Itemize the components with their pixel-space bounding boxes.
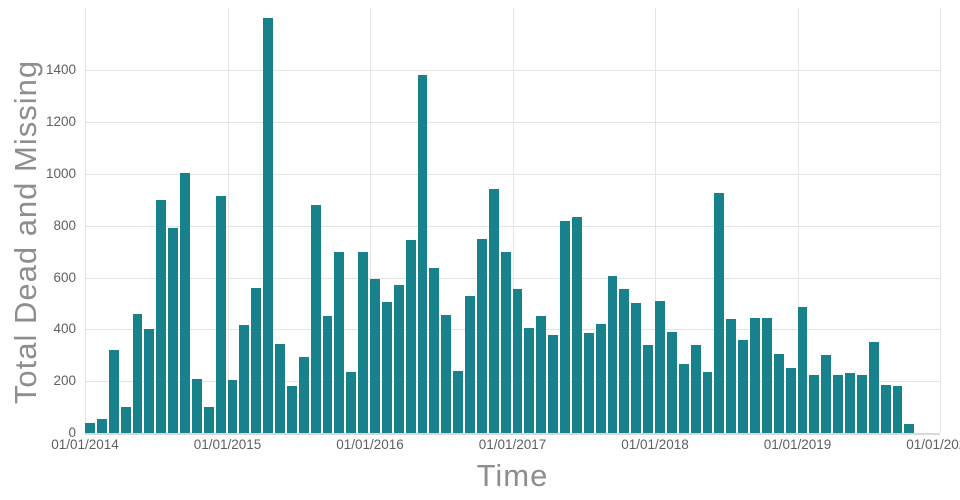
bar[interactable]	[132, 313, 143, 433]
bar[interactable]	[500, 251, 511, 433]
bar[interactable]	[393, 285, 404, 433]
bar[interactable]	[571, 216, 582, 433]
bar[interactable]	[298, 356, 309, 433]
bar[interactable]	[168, 228, 178, 433]
x-tick-label: 01/01/2020	[906, 437, 960, 452]
bar[interactable]	[726, 318, 737, 433]
x-tick-label: 01/01/2017	[478, 437, 547, 452]
bar[interactable]	[797, 307, 808, 433]
plot-area[interactable]	[85, 8, 941, 435]
bar[interactable]	[833, 374, 843, 433]
y-tick-label: 1400	[45, 62, 76, 78]
bar[interactable]	[334, 251, 345, 433]
y-tick-label: 200	[53, 373, 76, 389]
y-tick-label: 0	[68, 425, 76, 440]
bar[interactable]	[821, 355, 832, 433]
gridline	[227, 8, 229, 433]
bar[interactable]	[370, 278, 380, 433]
bar[interactable]	[607, 276, 618, 433]
bar[interactable]	[714, 193, 725, 433]
bar[interactable]	[643, 344, 653, 433]
bar[interactable]	[904, 423, 915, 433]
bar[interactable]	[156, 199, 167, 433]
gridline	[85, 8, 86, 433]
x-tick-label: 01/01/2016	[336, 437, 404, 452]
bar[interactable]	[85, 422, 95, 433]
bar[interactable]	[441, 315, 452, 433]
bar[interactable]	[880, 385, 891, 433]
bar[interactable]	[108, 350, 119, 433]
bar[interactable]	[263, 18, 273, 433]
gridline	[370, 8, 371, 433]
bar[interactable]	[690, 344, 701, 433]
bar[interactable]	[583, 333, 594, 433]
x-tick-label: 01/01/2019	[763, 437, 832, 452]
bar[interactable]	[417, 75, 428, 433]
gridline	[797, 8, 799, 433]
bar[interactable]	[738, 339, 748, 433]
bar[interactable]	[809, 374, 820, 433]
y-tick-label: 600	[53, 269, 76, 285]
bar[interactable]	[845, 373, 855, 433]
bar[interactable]	[191, 378, 202, 433]
bar[interactable]	[761, 317, 772, 433]
bar[interactable]	[536, 316, 547, 433]
bar[interactable]	[465, 295, 475, 433]
bar[interactable]	[322, 316, 333, 433]
bar[interactable]	[868, 342, 879, 433]
bar[interactable]	[144, 329, 155, 433]
bar[interactable]	[286, 386, 297, 433]
bar[interactable]	[251, 287, 262, 433]
x-axis-title: Time	[476, 458, 549, 493]
bar[interactable]	[203, 407, 214, 433]
y-tick-label: 800	[53, 217, 76, 233]
bar[interactable]	[631, 303, 642, 433]
bar[interactable]	[346, 372, 357, 433]
x-tick-label: 01/01/2015	[193, 437, 262, 452]
bar[interactable]	[120, 407, 131, 433]
bar[interactable]	[358, 251, 368, 433]
gridline	[512, 8, 514, 433]
bar[interactable]	[453, 370, 463, 433]
x-tick-label: 01/01/2018	[621, 437, 689, 452]
bar[interactable]	[548, 334, 558, 433]
bar[interactable]	[476, 238, 487, 433]
bar[interactable]	[405, 239, 416, 433]
y-tick-label: 1000	[45, 165, 76, 181]
bar[interactable]	[488, 189, 499, 433]
bar[interactable]	[856, 374, 867, 433]
bar[interactable]	[275, 343, 285, 433]
gridline	[940, 8, 941, 433]
bar[interactable]	[773, 353, 784, 433]
bar[interactable]	[239, 325, 250, 433]
bar[interactable]	[560, 220, 570, 433]
bar[interactable]	[96, 418, 107, 433]
bar[interactable]	[180, 172, 190, 433]
bar[interactable]	[702, 372, 713, 433]
y-tick-label: 400	[53, 321, 76, 337]
bar[interactable]	[215, 195, 226, 433]
bar[interactable]	[429, 268, 440, 433]
bar[interactable]	[750, 317, 760, 433]
bar[interactable]	[381, 302, 392, 433]
bar[interactable]	[619, 289, 630, 433]
bar[interactable]	[227, 379, 238, 433]
bar[interactable]	[678, 364, 689, 433]
bar[interactable]	[512, 289, 523, 433]
x-tick-label: 01/01/2014	[51, 437, 119, 452]
bar[interactable]	[595, 324, 606, 433]
bar[interactable]	[892, 386, 903, 433]
bar[interactable]	[310, 204, 321, 433]
bar[interactable]	[785, 368, 796, 433]
bar[interactable]	[655, 300, 665, 433]
bar[interactable]	[524, 328, 535, 433]
gridline	[655, 8, 656, 433]
bar[interactable]	[666, 331, 677, 433]
y-tick-label: 1200	[45, 114, 76, 130]
